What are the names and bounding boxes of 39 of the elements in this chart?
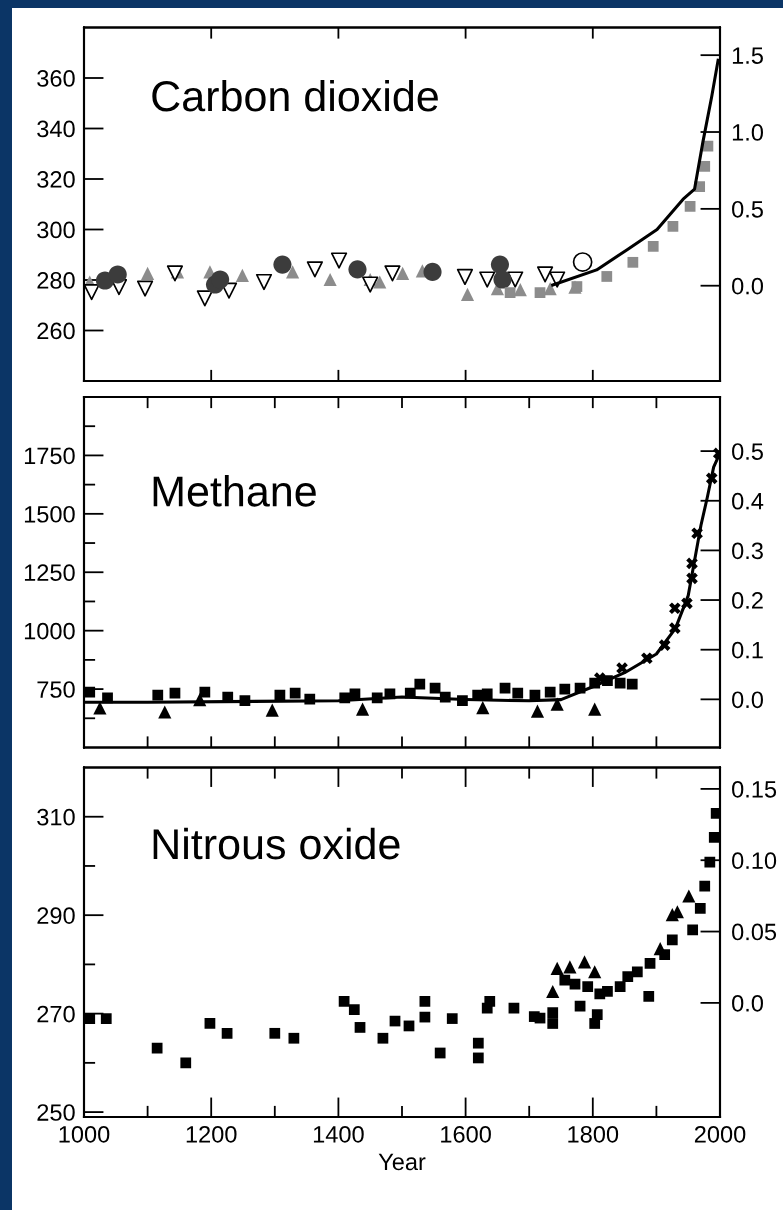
y-tick-label: 1000 [24,622,75,640]
x-tick-label: 1000 [59,1125,110,1143]
y2-tick-label: 1.5 [732,47,763,64]
x-tick-label: 2000 [694,1125,746,1143]
y-tick-label: 360 [37,70,75,87]
x-axis-title: Year [378,1153,426,1171]
x-tick-label: 1200 [186,1125,237,1143]
y2-tick-label: 0.10 [732,852,777,870]
y-tick-label: 310 [37,808,75,826]
y-tick-label: 340 [37,120,75,138]
y-tick-label: 300 [37,221,75,239]
y2-tick-label: 0.1 [732,641,763,659]
x-tick-label: 1400 [313,1125,364,1143]
y2-tick-label: 0.5 [732,200,763,218]
y2-tick-label: 1.0 [732,124,764,141]
y-tick-label: 290 [37,907,75,924]
y2-tick-label: 0.2 [732,592,763,609]
y-tick-label: 1750 [24,447,75,465]
y-tick-label: 270 [37,1005,75,1023]
y2-tick-label: 0.15 [732,780,777,798]
y2-tick-label: 0.3 [732,542,763,560]
text: Carbon dioxide [152,79,438,112]
y2-tick-label: 0.5 [732,443,763,460]
y-tick-label: 260 [37,322,75,340]
y-tick-label: 280 [37,272,75,289]
text: Nitrous oxide [153,827,400,860]
y2-tick-label: 0.0 [732,691,764,709]
y2-tick-label: 0.05 [732,923,777,941]
y-tick-label: 1250 [24,564,75,582]
x-tick-label: 1600 [441,1125,491,1143]
text: Methane [153,475,316,507]
y-tick-label: 250 [37,1104,75,1121]
y-tick-label: 1500 [24,505,75,523]
y-tick-label: 750 [37,681,75,698]
x-tick-label: 1800 [568,1125,619,1143]
y2-tick-label: 0.0 [732,994,764,1012]
y2-tick-label: 0.0 [732,277,764,295]
y2-tick-label: 0.4 [732,492,764,510]
y-tick-label: 320 [37,171,75,188]
